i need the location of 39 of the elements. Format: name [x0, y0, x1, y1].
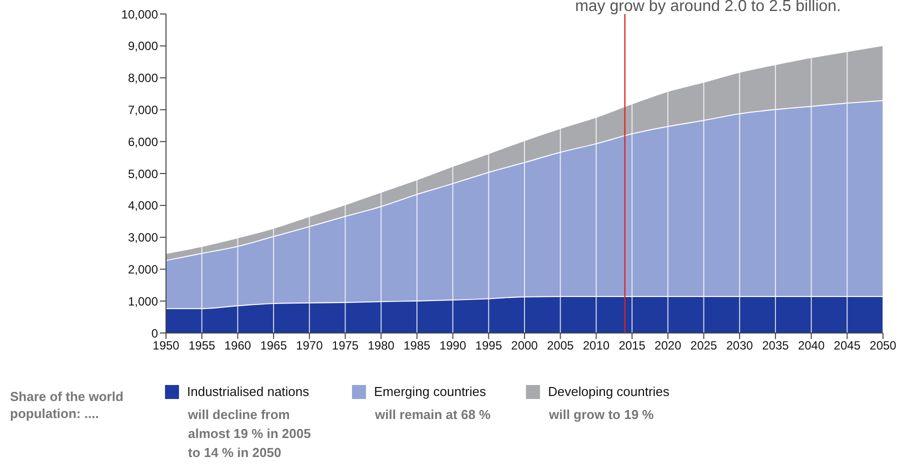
x-tick-label: 2025	[690, 338, 718, 353]
y-tick-label: 4,000	[128, 198, 158, 213]
y-tick-label: 2,000	[128, 262, 158, 276]
x-tick-label: 1995	[475, 338, 502, 353]
y-tick-label: 5,000	[128, 166, 158, 181]
x-tick-label: 2015	[618, 338, 646, 353]
x-tick-label: 2035	[762, 338, 790, 353]
x-tick-label: 1980	[368, 338, 395, 353]
x-tick-label: 1990	[439, 338, 466, 353]
x-tick-label: 2040	[798, 338, 825, 353]
y-tick-label: 6,000	[128, 134, 158, 149]
legend-label: Emerging countries	[374, 384, 486, 399]
x-tick-label: 1965	[260, 338, 288, 353]
x-tick-label: 1955	[188, 338, 216, 353]
x-tick-label: 2020	[654, 338, 682, 353]
x-tick-label: 2000	[511, 338, 538, 353]
legend-label: Industrialised nations	[187, 384, 310, 399]
y-tick-label: 10,000	[121, 7, 158, 22]
x-tick-label: 2050	[870, 338, 897, 353]
y-tick-label: 7,000	[128, 102, 158, 117]
x-tick-label: 1970	[296, 338, 324, 353]
x-tick-label: 1985	[404, 338, 431, 353]
text: will grow to 19 %	[549, 406, 655, 424]
x-tick-label: 2030	[726, 338, 754, 353]
x-tick-label: 2005	[547, 338, 574, 353]
text: will remain at 68 %	[375, 406, 492, 424]
y-tick-label: 3,000	[128, 230, 158, 245]
x-tick-label: 1975	[332, 338, 359, 353]
text: Share of the world population: ....	[10, 388, 124, 422]
text: will decline from almost 19 % in 2005 to 14 % in 2050	[188, 406, 312, 462]
legend-label: Developing countries	[548, 384, 670, 399]
x-tick-label: 1950	[152, 338, 180, 353]
x-tick-label: 2045	[834, 338, 861, 353]
y-tick-label: 1,000	[128, 294, 158, 308]
y-tick-label: 0	[151, 326, 158, 340]
x-tick-label: 1960	[224, 338, 252, 353]
x-tick-label: 2010	[582, 338, 610, 353]
y-tick-label: 8,000	[128, 71, 158, 86]
y-tick-label: 9,000	[128, 39, 158, 54]
